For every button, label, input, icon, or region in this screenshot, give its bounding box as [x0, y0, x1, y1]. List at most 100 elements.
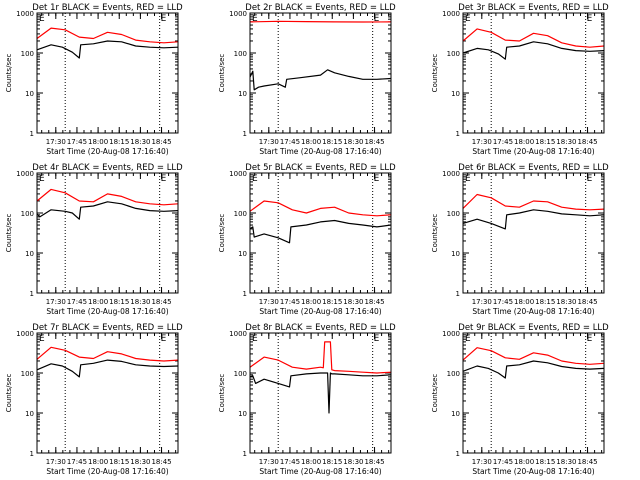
series-line-events: [36, 359, 179, 378]
y-tick-label: 1000: [442, 330, 460, 338]
plot-frame: [36, 332, 179, 454]
marker-letter-e: E: [252, 14, 258, 24]
y-tick-label: 1000: [16, 330, 34, 338]
y-tick-label: 1: [30, 450, 34, 458]
y-tick-label: 10: [25, 90, 34, 98]
y-tick-label: 1: [243, 130, 247, 138]
x-tick-label: 18:30: [343, 298, 363, 306]
x-tick-label: 18:30: [556, 458, 576, 466]
marker-letter-e: E: [374, 174, 380, 184]
series-line-events: [462, 41, 605, 60]
marker-letter-e: E: [39, 14, 45, 24]
chart-panel-7: Det 7r BLACK = Events, RED = LLD Counts/s…: [5, 323, 183, 476]
marker-letter-e: E: [587, 334, 593, 344]
y-tick-label: 10: [451, 250, 460, 258]
x-tick-label: 17:30: [472, 138, 492, 146]
series-line-lld: [249, 200, 392, 217]
x-tick-label: 17:45: [493, 298, 513, 306]
marker-letter-e: E: [587, 174, 593, 184]
marker-letter-e: E: [465, 334, 471, 344]
y-axis-label: Counts/sec: [431, 54, 439, 93]
x-tick-label: 17:45: [67, 458, 87, 466]
plot-frame: [249, 332, 392, 454]
x-tick-label: 18:45: [151, 458, 171, 466]
series-line-events: [462, 360, 605, 379]
plot-frame: [462, 172, 605, 294]
x-tick-label: 17:45: [280, 458, 300, 466]
y-tick-label: 100: [447, 370, 460, 378]
chart-panel-3: Det 3r BLACK = Events, RED = LLD Counts/s…: [431, 3, 609, 156]
y-tick-label: 1: [243, 290, 247, 298]
plot-frame: [462, 332, 605, 454]
x-tick-label: 18:00: [514, 298, 534, 306]
x-tick-label: 18:15: [109, 458, 129, 466]
y-tick-label: 100: [21, 370, 34, 378]
x-tick-label: 18:15: [109, 138, 129, 146]
x-tick-label: 18:15: [322, 298, 342, 306]
marker-letter-e: E: [161, 174, 167, 184]
chart-panel-1: Det 1r BLACK = Events, RED = LLD Counts/s…: [5, 3, 183, 156]
x-tick-label: 18:00: [88, 458, 108, 466]
y-axis-label: Counts/sec: [5, 374, 13, 413]
series-line-events: [249, 219, 392, 244]
x-tick-label: 18:15: [535, 458, 555, 466]
panel-title: Det 4r BLACK = Events, RED = LLD: [32, 163, 183, 173]
y-tick-label: 100: [21, 50, 34, 58]
chart-panel-2: Det 2r BLACK = Events, RED = LLD Counts/s…: [218, 3, 396, 156]
x-tick-label: 18:15: [535, 298, 555, 306]
x-tick-label: 18:00: [301, 458, 321, 466]
chart-panel-5: Det 5r BLACK = Events, RED = LLD Counts/s…: [218, 163, 396, 316]
marker-letter-e: E: [465, 174, 471, 184]
y-tick-label: 1000: [16, 170, 34, 178]
x-tick-label: 17:45: [493, 138, 513, 146]
x-tick-label: 18:45: [364, 138, 384, 146]
x-tick-label: 18:30: [556, 138, 576, 146]
y-tick-label: 1000: [229, 10, 247, 18]
y-tick-label: 100: [21, 210, 34, 218]
marker-letter-e: E: [39, 334, 45, 344]
series-line-lld: [36, 188, 179, 206]
x-axis-label: Start Time (20-Aug-08 17:16:40): [46, 307, 168, 316]
series-line-lld: [36, 346, 179, 362]
x-tick-label: 18:45: [577, 138, 597, 146]
x-tick-label: 17:30: [472, 298, 492, 306]
marker-letter-e: E: [587, 14, 593, 24]
y-tick-label: 100: [234, 50, 247, 58]
panel-title: Det 3r BLACK = Events, RED = LLD: [458, 3, 609, 13]
x-tick-label: 17:30: [46, 458, 66, 466]
series-line-events: [249, 372, 392, 414]
marker-letter-e: E: [252, 334, 258, 344]
y-tick-label: 1: [456, 290, 460, 298]
x-tick-label: 17:30: [259, 458, 279, 466]
y-axis-label: Counts/sec: [218, 214, 226, 253]
series-line-lld: [249, 341, 392, 374]
y-tick-label: 100: [234, 210, 247, 218]
chart-panel-8: Det 8r BLACK = Events, RED = LLD Counts/s…: [218, 323, 396, 476]
y-tick-label: 10: [238, 410, 247, 418]
x-tick-label: 18:45: [577, 458, 597, 466]
x-tick-label: 17:30: [46, 298, 66, 306]
panel-title: Det 9r BLACK = Events, RED = LLD: [458, 323, 609, 333]
plot-frame: [249, 172, 392, 294]
x-tick-label: 18:00: [88, 298, 108, 306]
y-tick-label: 1: [243, 450, 247, 458]
series-line-lld: [36, 27, 179, 44]
panel-title: Det 2r BLACK = Events, RED = LLD: [245, 3, 396, 13]
x-axis-label: Start Time (20-Aug-08 17:16:40): [472, 147, 594, 156]
x-tick-label: 18:45: [151, 138, 171, 146]
x-tick-label: 18:15: [535, 138, 555, 146]
x-tick-label: 18:00: [301, 138, 321, 146]
y-axis-label: Counts/sec: [218, 374, 226, 413]
x-tick-label: 18:45: [364, 458, 384, 466]
x-tick-label: 18:45: [577, 298, 597, 306]
y-tick-label: 1000: [229, 330, 247, 338]
marker-letter-e: E: [374, 334, 380, 344]
y-axis-label: Counts/sec: [218, 54, 226, 93]
x-axis-label: Start Time (20-Aug-08 17:16:40): [259, 307, 381, 316]
y-tick-label: 10: [238, 250, 247, 258]
marker-letter-e: E: [465, 14, 471, 24]
plot-frame: [36, 12, 179, 134]
y-axis-label: Counts/sec: [431, 214, 439, 253]
plot-frame: [36, 172, 179, 294]
